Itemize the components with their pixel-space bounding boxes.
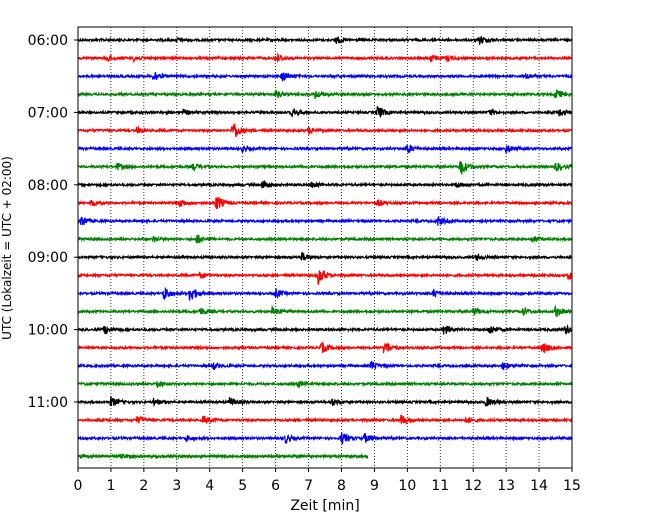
y-tick-label-09:00: 09:00 (28, 250, 68, 266)
seismic-traces (77, 36, 573, 460)
x-tick-label-1: 1 (106, 478, 115, 494)
x-tick-label-8: 8 (337, 478, 346, 494)
x-tick-label-15: 15 (563, 478, 581, 494)
trace-0830 (77, 216, 573, 226)
y-axis-label: UTC (Lokalzeit = UTC + 02:00) (0, 156, 14, 340)
trace-1115 (77, 414, 573, 426)
y-tick-label-06:00: 06:00 (28, 33, 68, 49)
trace-0915 (77, 270, 573, 286)
trace-1100 (77, 395, 573, 408)
x-tick-label-13: 13 (497, 478, 515, 494)
trace-1130 (77, 432, 573, 445)
x-tick-label-9: 9 (370, 478, 379, 494)
trace-0845 (77, 234, 573, 244)
x-tick-label-2: 2 (139, 478, 148, 494)
trace-0630 (77, 71, 573, 82)
trace-0900 (77, 252, 573, 262)
y-tick-label-11:00: 11:00 (28, 395, 68, 411)
trace-1000 (77, 323, 573, 335)
trace-0930 (77, 287, 573, 301)
x-tick-label-10: 10 (398, 478, 416, 494)
trace-0645 (77, 89, 573, 100)
trace-1145 (77, 452, 369, 460)
x-tick-label-0: 0 (74, 478, 83, 494)
trace-1015 (77, 341, 573, 354)
x-tick-label-6: 6 (271, 478, 280, 494)
x-axis-label: Zeit [min] (290, 498, 359, 514)
trace-0800 (77, 180, 573, 189)
trace-0700 (77, 106, 573, 119)
trace-0815 (77, 197, 573, 209)
trace-0945 (77, 304, 573, 318)
trace-0615 (77, 51, 573, 64)
plot-frame (77, 26, 573, 469)
x-tick-label-7: 7 (304, 478, 313, 494)
y-axis-ticks: 06:00 07:00 08:00 09:00 10:00 11:00 (28, 33, 78, 411)
x-axis-ticks: 0 1 2 3 4 5 6 7 8 9 10 11 12 13 14 15 (74, 468, 581, 494)
x-tick-label-5: 5 (238, 478, 247, 494)
trace-1045 (77, 380, 573, 389)
trace-0600 (77, 36, 573, 45)
trace-0745 (77, 161, 573, 175)
x-tick-label-11: 11 (431, 478, 449, 494)
trace-0715 (77, 123, 573, 138)
x-tick-label-3: 3 (172, 478, 181, 494)
x-tick-label-4: 4 (205, 478, 214, 494)
x-tick-label-12: 12 (464, 478, 482, 494)
trace-0730 (77, 144, 573, 154)
x-tick-label-14: 14 (530, 478, 548, 494)
trace-1030 (77, 360, 573, 371)
y-tick-label-10:00: 10:00 (28, 323, 68, 339)
y-tick-label-07:00: 07:00 (28, 105, 68, 121)
y-tick-label-08:00: 08:00 (28, 178, 68, 194)
